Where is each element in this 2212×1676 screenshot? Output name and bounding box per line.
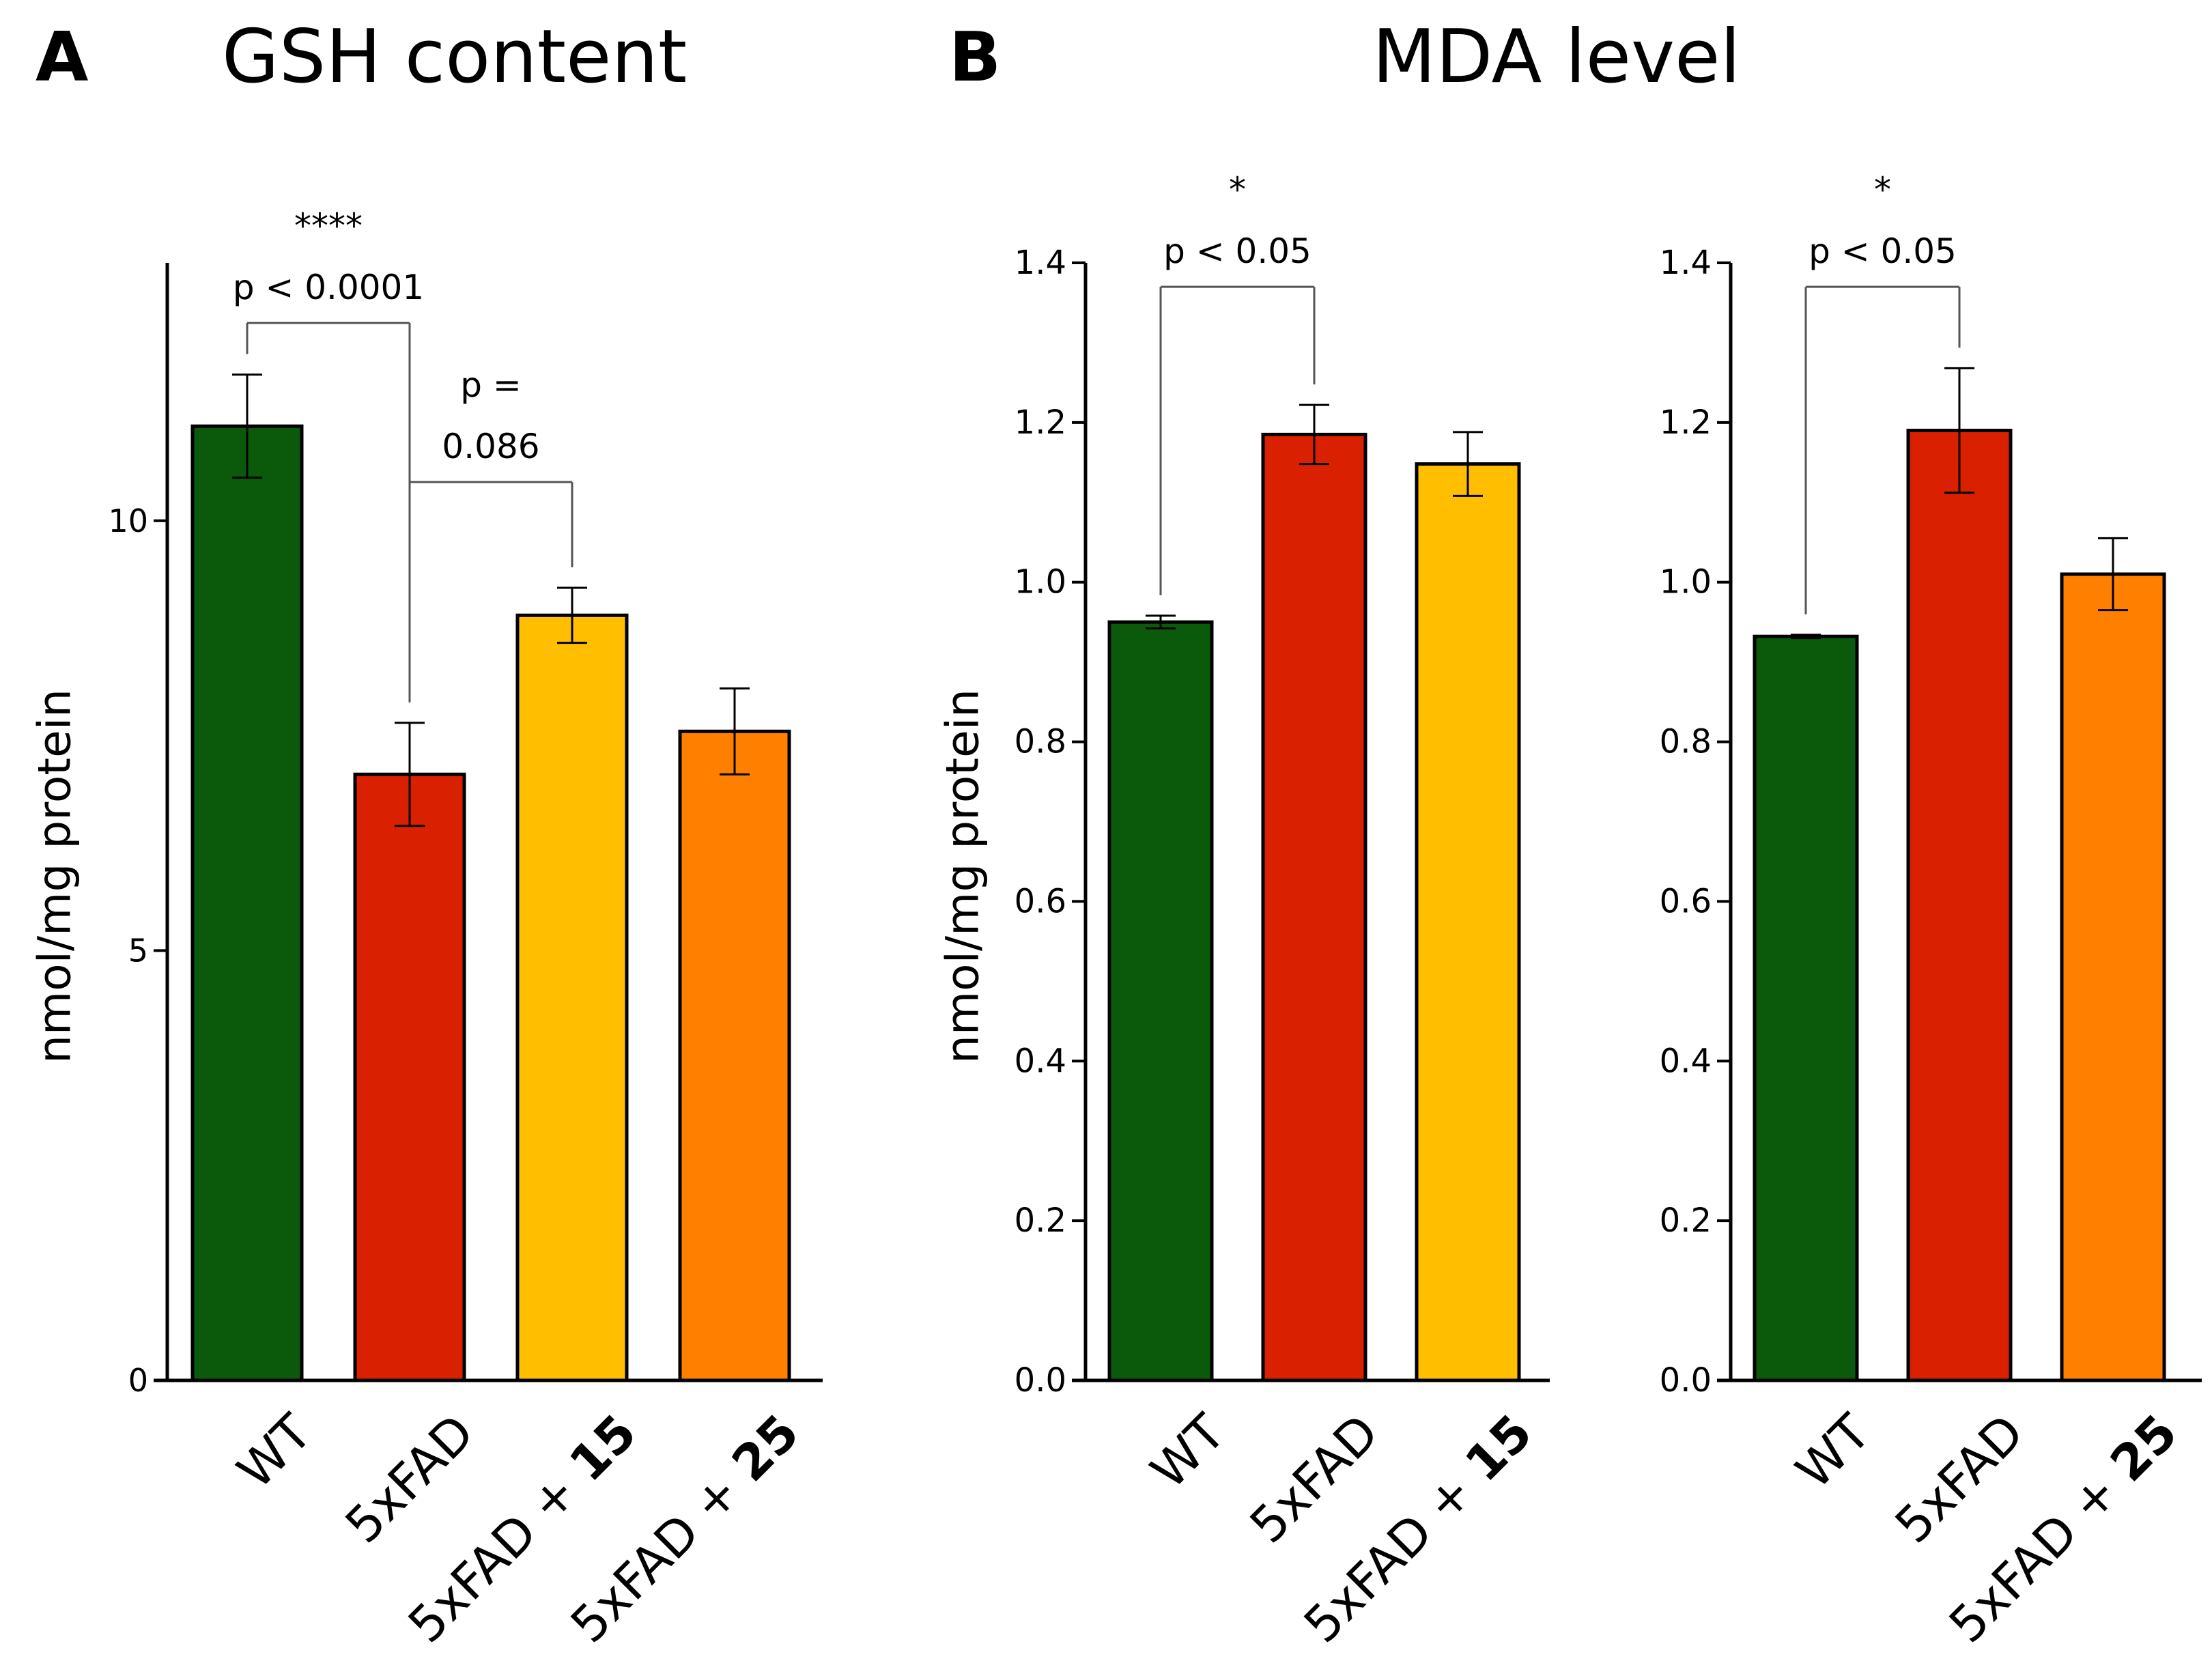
y-tick-label: 1.4 (1015, 244, 1066, 282)
x-tick-label-text: WT (1139, 1403, 1236, 1500)
x-tick-label-1: WT (1139, 1403, 1236, 1500)
significance-label: p = (460, 365, 522, 405)
error-bar-2 (1299, 403, 1329, 466)
bar-3 (2060, 572, 2166, 1382)
error-bar-4 (720, 687, 750, 776)
y-tick-label: 1.0 (1015, 563, 1066, 601)
y-tick-label: 5 (128, 932, 148, 969)
x-tick-label-text: 5xFAD (1238, 1404, 1389, 1554)
bar-2 (1906, 429, 2013, 1382)
x-tick-label-2: 5xFAD (334, 1404, 485, 1554)
x-tick-label-2: 5xFAD (1238, 1404, 1389, 1554)
significance-label: **** (294, 206, 363, 246)
significance-label: 0.086 (442, 427, 539, 466)
y-tick-label: 0.4 (1015, 1042, 1066, 1080)
y-tick-label: 0.8 (1660, 723, 1712, 761)
significance-bracket-1 (1804, 285, 1961, 614)
y-tick-label: 0.8 (1015, 723, 1066, 761)
panel-a-title: GSH content (222, 14, 687, 100)
bar-3 (515, 613, 629, 1382)
significance-bracket-2 (408, 481, 573, 702)
x-tick-label-2: 5xFAD (1884, 1404, 2034, 1554)
panel-b-title: MDA level (1372, 14, 1741, 100)
bar-3 (1415, 462, 1521, 1382)
error-bar-1 (1146, 614, 1176, 630)
y-tick-label: 0.2 (1660, 1202, 1712, 1240)
y-tick-label: 0.2 (1015, 1202, 1066, 1240)
significance-label: * (1874, 170, 1891, 210)
x-tick-label-1: WT (226, 1403, 323, 1500)
y-axis-label: nmol/mg protein (29, 689, 81, 1064)
significance-label: * (1229, 170, 1246, 210)
x-tick-label-text: 5xFAD (334, 1404, 485, 1554)
bar-4 (678, 729, 791, 1382)
error-bar-3 (2098, 537, 2128, 612)
chart-2: 0.0 0.2 0.4 0.6 0.8 1.0 1.2 1.4 nmol/mg protein W… (937, 170, 1550, 1653)
y-tick-label: 0 (128, 1362, 148, 1399)
y-tick-label: 0.4 (1660, 1042, 1712, 1080)
y-tick-label: 1.0 (1660, 563, 1712, 601)
x-tick-label-1: WT (1785, 1403, 1882, 1500)
bar-2 (353, 772, 466, 1382)
significance-label: p < 0.0001 (233, 268, 424, 307)
error-bar-3 (1453, 431, 1483, 497)
error-bar-1 (1791, 634, 1821, 640)
y-tick-label: 10 (108, 502, 148, 539)
error-bar-1 (232, 373, 262, 479)
error-bar-3 (557, 586, 587, 644)
x-tick-label-text: 5xFAD (1884, 1404, 2034, 1554)
bar-1 (1753, 634, 1859, 1382)
significance-bracket-1 (1159, 285, 1316, 595)
x-tick-label-text: WT (226, 1403, 323, 1500)
y-tick-label: 0.0 (1015, 1361, 1066, 1400)
significance-label: p < 0.05 (1163, 231, 1311, 271)
y-tick-label: 1.2 (1015, 403, 1066, 442)
x-tick-label-text: WT (1785, 1403, 1882, 1500)
bar-2 (1261, 432, 1367, 1382)
y-tick-label: 0.0 (1660, 1361, 1712, 1400)
y-axis-label: nmol/mg protein (937, 689, 989, 1064)
y-tick-label: 1.2 (1660, 403, 1712, 442)
bar-1 (1107, 620, 1214, 1382)
significance-label: p < 0.05 (1809, 231, 1957, 271)
y-tick-label: 1.4 (1660, 244, 1712, 282)
bar-1 (190, 424, 304, 1382)
y-tick-label: 0.6 (1015, 882, 1066, 920)
panel-b-letter: B (949, 17, 1002, 97)
error-bar-2 (395, 722, 425, 827)
error-bar-2 (1944, 367, 1974, 494)
panel-a-letter: A (36, 17, 89, 97)
y-tick-label: 0.6 (1660, 882, 1712, 920)
